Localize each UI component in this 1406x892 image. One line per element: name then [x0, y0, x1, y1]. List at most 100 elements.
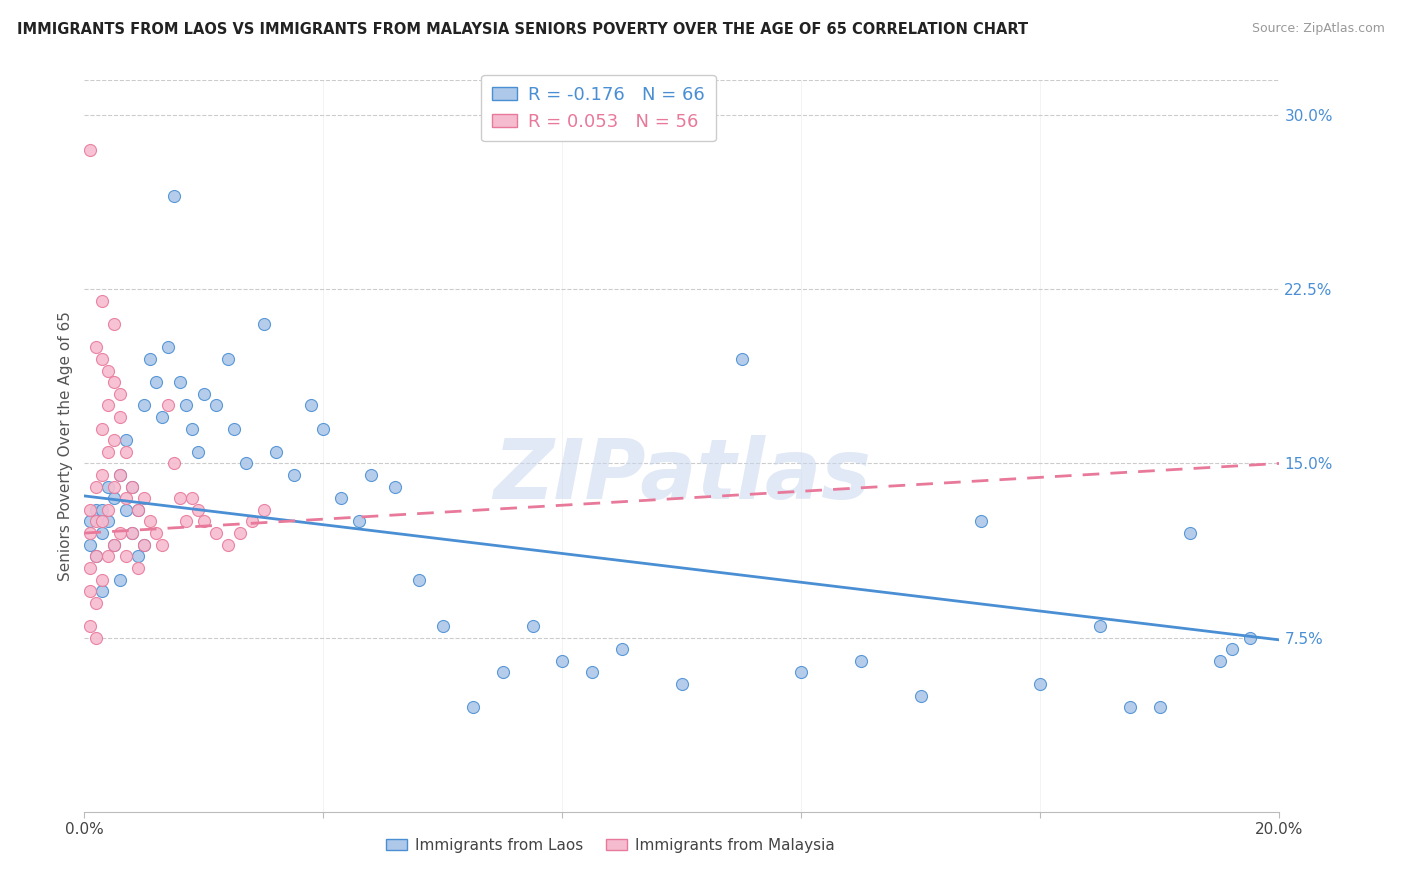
Point	[1220, 642, 1243, 657]
Text: IMMIGRANTS FROM LAOS VS IMMIGRANTS FROM MALAYSIA SENIORS POVERTY OVER THE AGE OF: IMMIGRANTS FROM LAOS VS IMMIGRANTS FROM …	[17, 22, 1028, 37]
Point	[115, 549, 138, 564]
Point	[103, 538, 125, 552]
Point	[492, 665, 515, 680]
Point	[79, 538, 101, 552]
Point	[174, 398, 197, 412]
Point	[115, 433, 138, 447]
Point	[1119, 700, 1142, 714]
Point	[132, 398, 156, 412]
Point	[301, 398, 323, 412]
Point	[91, 421, 114, 435]
Point	[79, 526, 101, 541]
Point	[551, 654, 574, 668]
Point	[121, 480, 143, 494]
Point	[910, 689, 932, 703]
Point	[110, 468, 132, 483]
Point	[127, 549, 149, 564]
Point	[86, 515, 108, 529]
Point	[79, 515, 101, 529]
Point	[86, 503, 108, 517]
Point	[150, 538, 173, 552]
Point	[228, 526, 252, 541]
Point	[174, 515, 197, 529]
Point	[731, 351, 754, 366]
Point	[1209, 654, 1232, 668]
Point	[1178, 526, 1201, 541]
Point	[103, 433, 125, 447]
Point	[79, 584, 101, 599]
Point	[91, 293, 114, 308]
Point	[150, 409, 173, 424]
Point	[127, 561, 149, 575]
Point	[187, 445, 209, 459]
Point	[103, 375, 125, 389]
Point	[91, 584, 114, 599]
Point	[253, 317, 276, 331]
Point	[461, 700, 484, 714]
Point	[169, 491, 191, 506]
Point	[522, 619, 544, 633]
Point	[330, 491, 353, 506]
Point	[91, 351, 114, 366]
Point	[110, 468, 132, 483]
Point	[132, 538, 156, 552]
Point	[115, 491, 138, 506]
Point	[115, 445, 138, 459]
Point	[408, 573, 430, 587]
Point	[169, 375, 191, 389]
Point	[91, 468, 114, 483]
Point	[86, 631, 108, 645]
Point	[121, 526, 143, 541]
Point	[97, 363, 120, 377]
Point	[312, 421, 335, 435]
Point	[163, 189, 186, 203]
Point	[103, 538, 125, 552]
Point	[97, 398, 120, 412]
Point	[91, 503, 114, 517]
Point	[97, 515, 120, 529]
Text: ZIPatlas: ZIPatlas	[494, 434, 870, 516]
Point	[86, 549, 108, 564]
Point	[253, 503, 276, 517]
Point	[187, 503, 209, 517]
Point	[127, 503, 149, 517]
Point	[97, 549, 120, 564]
Point	[97, 445, 120, 459]
Point	[91, 515, 114, 529]
Point	[103, 317, 125, 331]
Point	[264, 445, 287, 459]
Point	[612, 642, 634, 657]
Point	[163, 457, 186, 471]
Point	[139, 351, 162, 366]
Point	[222, 421, 245, 435]
Point	[1239, 631, 1261, 645]
Point	[97, 480, 120, 494]
Point	[1090, 619, 1112, 633]
Point	[110, 409, 132, 424]
Point	[217, 351, 239, 366]
Point	[110, 386, 132, 401]
Point	[181, 491, 204, 506]
Point	[86, 340, 108, 354]
Point	[86, 596, 108, 610]
Point	[205, 398, 228, 412]
Point	[851, 654, 873, 668]
Point	[132, 538, 156, 552]
Point	[121, 526, 143, 541]
Point	[86, 549, 108, 564]
Point	[1029, 677, 1052, 691]
Point	[145, 375, 167, 389]
Point	[205, 526, 228, 541]
Point	[127, 503, 149, 517]
Point	[86, 480, 108, 494]
Text: Source: ZipAtlas.com: Source: ZipAtlas.com	[1251, 22, 1385, 36]
Point	[110, 526, 132, 541]
Point	[103, 491, 125, 506]
Point	[970, 515, 993, 529]
Point	[432, 619, 454, 633]
Point	[1149, 700, 1171, 714]
Point	[671, 677, 693, 691]
Point	[132, 491, 156, 506]
Point	[181, 421, 204, 435]
Point	[145, 526, 167, 541]
